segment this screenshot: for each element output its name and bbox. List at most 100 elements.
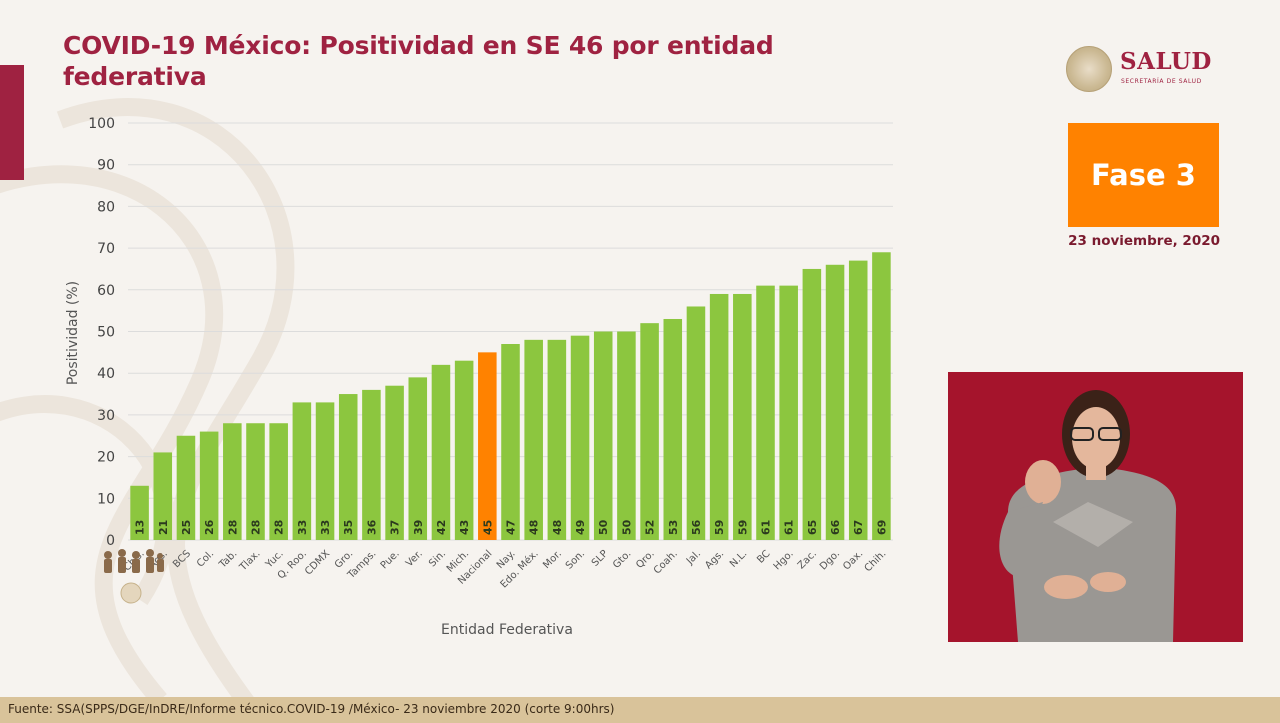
value-label: 69 <box>875 520 888 535</box>
category-label: N.L. <box>728 548 750 570</box>
bar <box>223 423 242 540</box>
y-axis-title: Positividad (%) <box>65 281 81 385</box>
y-tick-label: 100 <box>88 116 115 132</box>
y-tick-label: 0 <box>106 533 115 549</box>
value-label: 42 <box>435 520 448 535</box>
category-label: Chih. <box>863 548 889 574</box>
bar <box>663 318 683 540</box>
category-label: Tab. <box>217 548 240 571</box>
y-tick-label: 90 <box>97 158 115 174</box>
bar <box>153 452 173 540</box>
value-label: 25 <box>180 520 193 535</box>
value-label: 28 <box>273 520 286 535</box>
category-label: BCS <box>171 548 193 570</box>
fase-date: 23 noviembre, 2020 <box>1068 233 1220 249</box>
bar <box>338 394 358 540</box>
bar <box>454 360 474 540</box>
bar <box>686 306 706 540</box>
y-tick-label: 30 <box>97 408 115 424</box>
value-label: 47 <box>505 520 518 535</box>
interpreter-figure <box>999 390 1177 642</box>
value-label: 66 <box>829 519 842 535</box>
logo-text: SALUD <box>1120 48 1212 75</box>
value-label: 28 <box>250 520 263 535</box>
bar <box>431 364 451 540</box>
category-label: Hgo. <box>772 548 796 572</box>
bar <box>779 285 798 540</box>
bar <box>547 339 567 540</box>
value-label: 39 <box>412 520 425 535</box>
chart-bars <box>130 252 891 540</box>
value-label: 52 <box>644 520 657 535</box>
category-label: Pue. <box>379 548 402 571</box>
value-label: 33 <box>296 520 309 535</box>
bar <box>733 293 752 540</box>
category-label: Son. <box>564 548 587 571</box>
value-label: 61 <box>760 520 773 535</box>
category-label: Ags. <box>703 548 726 571</box>
x-axis-title: Entidad Federativa <box>441 622 573 638</box>
source-footer: Fuente: SSA(SPPS/DGE/InDRE/Informe técni… <box>0 697 1280 723</box>
bar <box>408 377 428 540</box>
category-label: Gto. <box>611 548 633 570</box>
bar <box>617 331 636 540</box>
value-label: 59 <box>736 520 749 535</box>
category-label: CDMX <box>303 548 332 577</box>
category-label: Tlax. <box>237 548 263 574</box>
value-label: 61 <box>783 520 796 535</box>
y-tick-label: 70 <box>97 241 115 257</box>
bar <box>292 402 312 540</box>
category-label: Jal. <box>684 548 703 567</box>
category-label: Col. <box>195 548 216 569</box>
y-tick-label: 10 <box>97 491 115 507</box>
value-label: 48 <box>528 520 541 535</box>
category-label: Zac. <box>796 548 819 571</box>
page-title: COVID-19 México: Positividad en SE 46 po… <box>63 31 774 91</box>
value-label: 50 <box>597 519 610 535</box>
value-label: 53 <box>667 520 680 535</box>
category-label: Coah. <box>652 548 680 576</box>
y-tick-label: 20 <box>97 450 115 466</box>
bar-nacional <box>478 352 497 540</box>
value-label: 26 <box>203 519 216 535</box>
value-label: 36 <box>365 519 378 535</box>
bar <box>385 385 404 540</box>
value-label: 33 <box>319 520 332 535</box>
value-label: 45 <box>481 520 494 535</box>
salud-logo: SALUD SECRETARÍA DE SALUD <box>1064 44 1234 94</box>
bar <box>246 423 265 540</box>
value-label: 43 <box>458 520 471 535</box>
value-label: 35 <box>342 520 355 535</box>
fase-badge: Fase 3 <box>1068 123 1219 227</box>
bar <box>802 268 822 540</box>
bar <box>640 323 659 540</box>
value-label: 21 <box>157 520 170 535</box>
historical-figures-icon <box>104 549 164 604</box>
value-label: 59 <box>713 520 726 535</box>
y-tick-label: 60 <box>97 283 115 299</box>
category-label: Dgo. <box>818 548 842 572</box>
bar <box>130 485 149 540</box>
bar <box>825 264 845 540</box>
category-label: Mor. <box>541 548 564 571</box>
bar <box>570 335 590 540</box>
bar <box>872 252 891 540</box>
bar <box>199 431 219 540</box>
category-label: Oax. <box>841 548 865 572</box>
bar <box>593 331 613 540</box>
bar <box>501 344 520 540</box>
logo-subtitle: SECRETARÍA DE SALUD <box>1121 78 1202 85</box>
sign-language-interpreter-video <box>948 372 1243 642</box>
bar <box>524 339 543 540</box>
value-label: 49 <box>574 520 587 535</box>
bar <box>756 285 775 540</box>
bar <box>709 293 729 540</box>
value-label: 37 <box>389 520 402 535</box>
value-label: 13 <box>134 520 147 535</box>
value-label: 50 <box>620 519 633 535</box>
coat-of-arms-icon <box>1066 46 1112 92</box>
y-tick-label: 40 <box>97 366 115 382</box>
left-accent-bar <box>0 65 24 180</box>
bar <box>362 389 381 540</box>
